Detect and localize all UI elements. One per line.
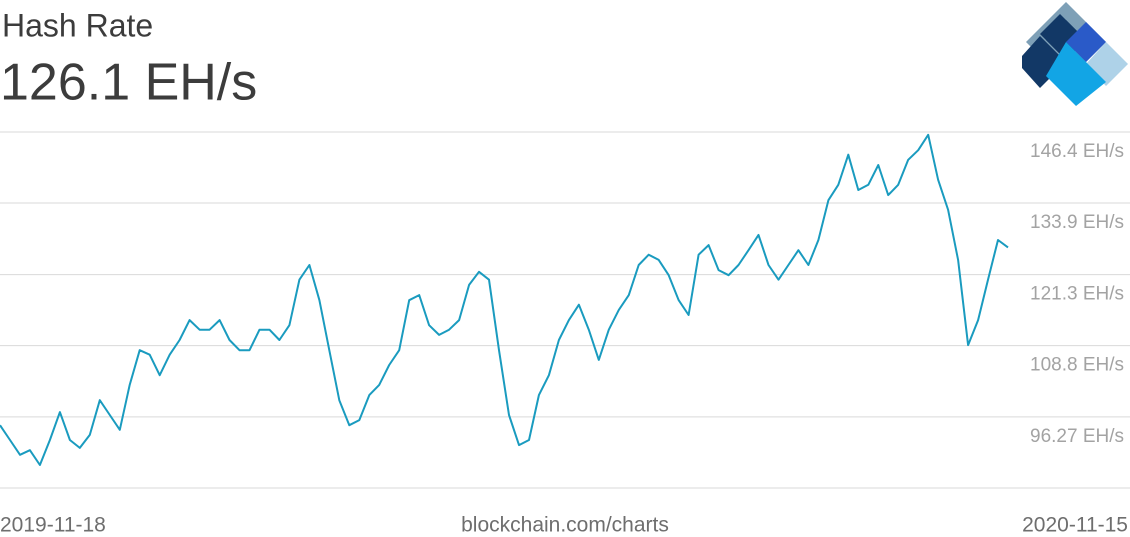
logo xyxy=(1022,2,1128,106)
chart-title: Hash Rate xyxy=(2,7,153,43)
y-tick-label: 108.8 EH/s xyxy=(1030,355,1124,376)
y-tick-label: 96.27 EH/s xyxy=(1030,426,1124,447)
source-label: blockchain.com/charts xyxy=(461,514,669,537)
y-tick-label: 121.3 EH/s xyxy=(1030,284,1124,305)
y-tick-label: 146.4 EH/s xyxy=(1030,141,1124,162)
x-start-label: 2019-11-18 xyxy=(0,514,106,537)
x-end-label: 2020-11-15 xyxy=(1022,514,1128,537)
chart-subtitle: 126.1 EH/s xyxy=(0,54,257,112)
data-line xyxy=(0,133,1009,466)
y-tick-label: 133.9 EH/s xyxy=(1030,212,1124,233)
